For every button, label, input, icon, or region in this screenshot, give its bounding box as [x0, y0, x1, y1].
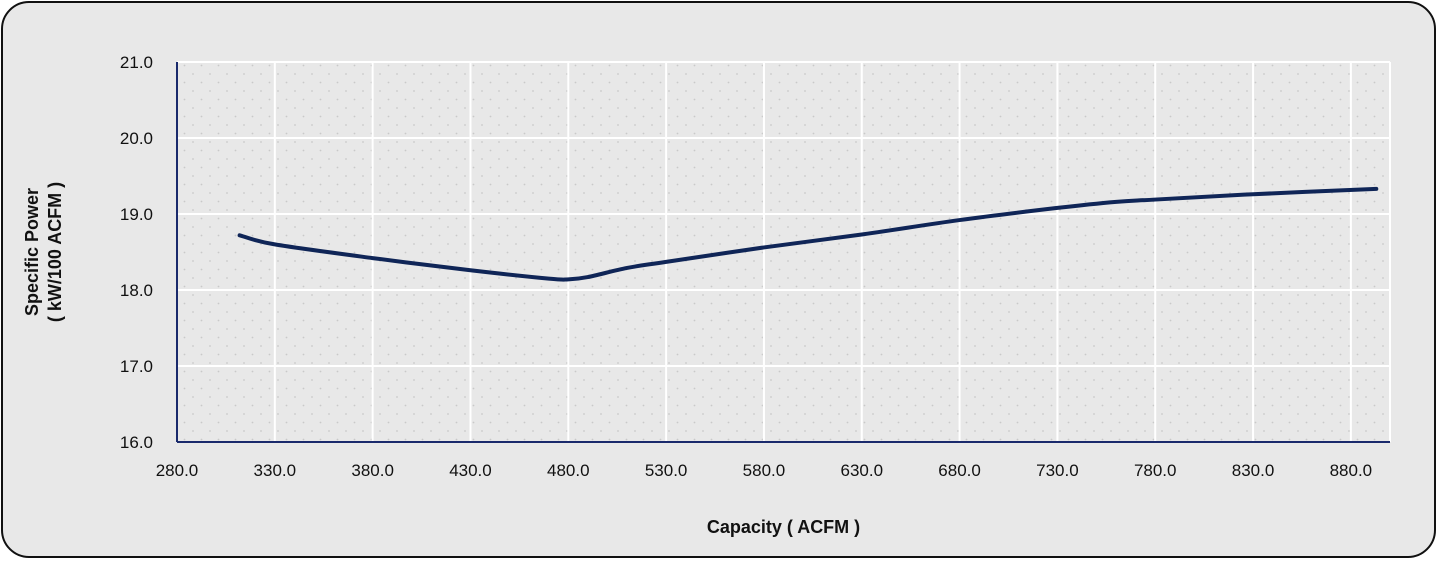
chart-svg: 280.0 330.0 380.0 430.0 480.0 530.0 580.0 630.0… — [22, 53, 1391, 537]
y-tick-label: 18.0 — [120, 281, 153, 300]
y-tick-label: 17.0 — [120, 357, 153, 376]
x-tick-label: 430.0 — [449, 461, 492, 480]
y-tick-label: 20.0 — [120, 129, 153, 148]
axes — [176, 62, 1390, 443]
x-tick-label: 780.0 — [1134, 461, 1177, 480]
plot-area-background — [177, 62, 1390, 442]
x-tick-label: 880.0 — [1330, 461, 1373, 480]
x-tick-label: 580.0 — [743, 461, 786, 480]
tick-labels: 280.0 330.0 380.0 430.0 480.0 530.0 580.0 630.0… — [120, 53, 1372, 480]
x-tick-label: 730.0 — [1036, 461, 1079, 480]
y-tick-label: 16.0 — [120, 433, 153, 452]
data-series — [237, 186, 1379, 282]
y-tick-label: 21.0 — [120, 53, 153, 72]
y-axis-title-line-1: Specific Power — [22, 188, 42, 316]
x-axis-title: Capacity ( ACFM ) — [707, 517, 860, 537]
x-tick-label: 330.0 — [254, 461, 297, 480]
y-tick-label: 19.0 — [120, 205, 153, 224]
x-tick-label: 380.0 — [351, 461, 394, 480]
y-axis-title-line-2: ( kW/100 ACFM ) — [45, 182, 65, 322]
series-line — [237, 186, 1379, 282]
x-tick-label: 680.0 — [938, 461, 981, 480]
x-tick-label: 630.0 — [840, 461, 883, 480]
x-tick-label: 280.0 — [156, 461, 199, 480]
grid-lines — [177, 61, 1391, 442]
x-tick-label: 830.0 — [1232, 461, 1275, 480]
x-tick-label: 530.0 — [645, 461, 688, 480]
x-tick-label: 480.0 — [547, 461, 590, 480]
